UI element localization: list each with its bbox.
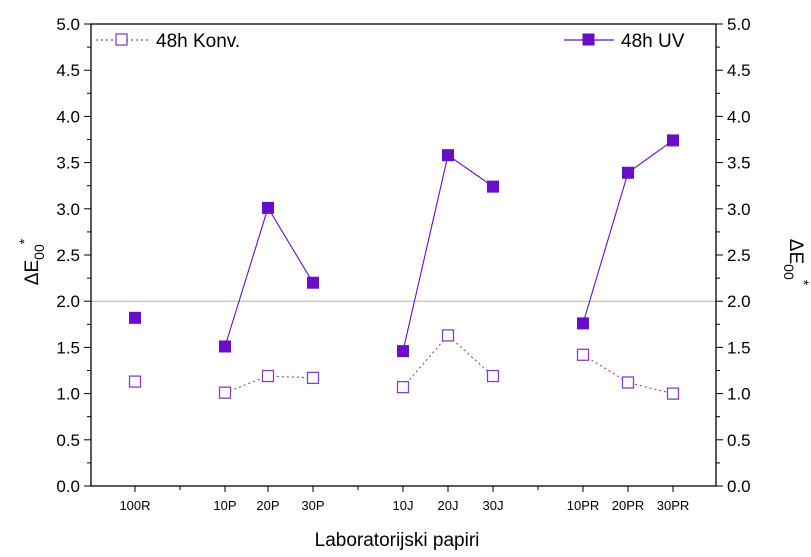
x-tick-label: 20P — [256, 498, 279, 513]
legend-right: 48h UV — [564, 31, 685, 52]
y-axis-title-left-sub: 00 — [31, 244, 47, 260]
data-point-konv — [396, 380, 410, 394]
y-tick-label-left: 3.5 — [56, 154, 80, 173]
x-tick-label: 10J — [393, 498, 414, 513]
data-point-uv — [397, 345, 409, 358]
data-point-uv — [219, 340, 231, 353]
y-tick-label-left: 4.0 — [56, 107, 80, 126]
legend-left: 48h Konv. — [96, 31, 240, 52]
y-axis-title-left-main: ΔE — [22, 260, 43, 285]
data-point-konv — [218, 386, 232, 399]
data-point-konv — [128, 375, 142, 388]
data-point-uv — [307, 276, 319, 289]
data-point-konv — [621, 376, 635, 389]
series-line-konv — [402, 334, 494, 388]
x-tick-label: 30J — [483, 498, 504, 513]
data-point-konv — [261, 369, 275, 383]
y-tick-label-right: 2.0 — [727, 292, 751, 311]
y-tick-label-right: 3.0 — [727, 200, 751, 219]
y-tick-label-left: 3.0 — [56, 200, 80, 219]
y-tick-label-right: 5.0 — [727, 15, 751, 34]
series-line-uv — [224, 206, 314, 347]
y-tick-label-right: 1.5 — [727, 338, 751, 357]
y-tick-label-right: 2.5 — [727, 246, 751, 265]
data-point-uv — [667, 134, 679, 147]
data-point-konv — [306, 371, 320, 385]
y-tick-label-right: 1.0 — [727, 385, 751, 404]
y-tick-label-left: 2.5 — [56, 246, 80, 265]
y-axis-title-right-sub: 00 — [781, 264, 797, 280]
y-axis-title-left: ΔE00* — [16, 238, 47, 285]
axes-layer: 0.0 0.0 0.5 0.5 1.0 1.0 1.5 1.5 2.0 2.0 2.5 2.5 3.0 3… — [56, 15, 750, 513]
x-tick-label: 100R — [119, 498, 150, 513]
data-point-uv — [622, 166, 634, 179]
y-tick-label-left: 1.5 — [56, 338, 80, 357]
x-tick-label: 30P — [301, 498, 324, 513]
y-tick-label-left: 0.5 — [56, 431, 80, 450]
y-axis-title-right: ΔE00* — [781, 239, 811, 286]
y-tick-label-right: 0.5 — [727, 431, 751, 450]
y-axis-title-left-sup: * — [16, 238, 32, 244]
y-tick-label-left: 1.0 — [56, 385, 80, 404]
x-tick-label: 20J — [438, 498, 459, 513]
data-points-layer — [128, 134, 680, 400]
data-point-uv — [487, 180, 499, 193]
data-point-uv — [262, 201, 274, 214]
legend-left-marker — [115, 33, 128, 46]
x-tick-label: 30PR — [657, 498, 690, 513]
y-tick-label-right: 3.5 — [727, 154, 751, 173]
data-point-uv — [129, 311, 141, 324]
y-tick-label-left: 2.0 — [56, 292, 80, 311]
legend-right-marker — [582, 33, 595, 46]
y-tick-label-left: 5.0 — [56, 15, 80, 34]
y-tick-label-left: 4.5 — [56, 61, 80, 80]
data-point-konv — [486, 369, 500, 383]
y-tick-label-right: 4.5 — [727, 61, 751, 80]
y-axis-title-right-main: ΔE — [785, 239, 806, 264]
series-line-uv — [402, 154, 494, 352]
x-tick-label: 10P — [213, 498, 236, 513]
legend-left-label: 48h Konv. — [156, 31, 240, 52]
y-tick-label-right: 4.0 — [727, 107, 751, 126]
data-point-uv — [442, 149, 454, 162]
data-point-konv — [441, 329, 455, 342]
legend-right-label: 48h UV — [621, 31, 685, 52]
y-tick-label-right: 0.0 — [727, 477, 751, 496]
x-tick-label: 20PR — [612, 498, 645, 513]
y-axis-title-right-sup: * — [796, 280, 811, 286]
y-tick-label-left: 0.0 — [56, 477, 80, 496]
x-tick-label: 10PR — [567, 498, 600, 513]
data-point-uv — [577, 317, 589, 330]
data-point-konv — [576, 348, 590, 361]
series-lines-layer — [224, 139, 674, 395]
data-point-konv — [666, 387, 680, 400]
plot-frame — [90, 23, 717, 487]
x-axis-title: Laboratorijski papiri — [315, 530, 480, 551]
